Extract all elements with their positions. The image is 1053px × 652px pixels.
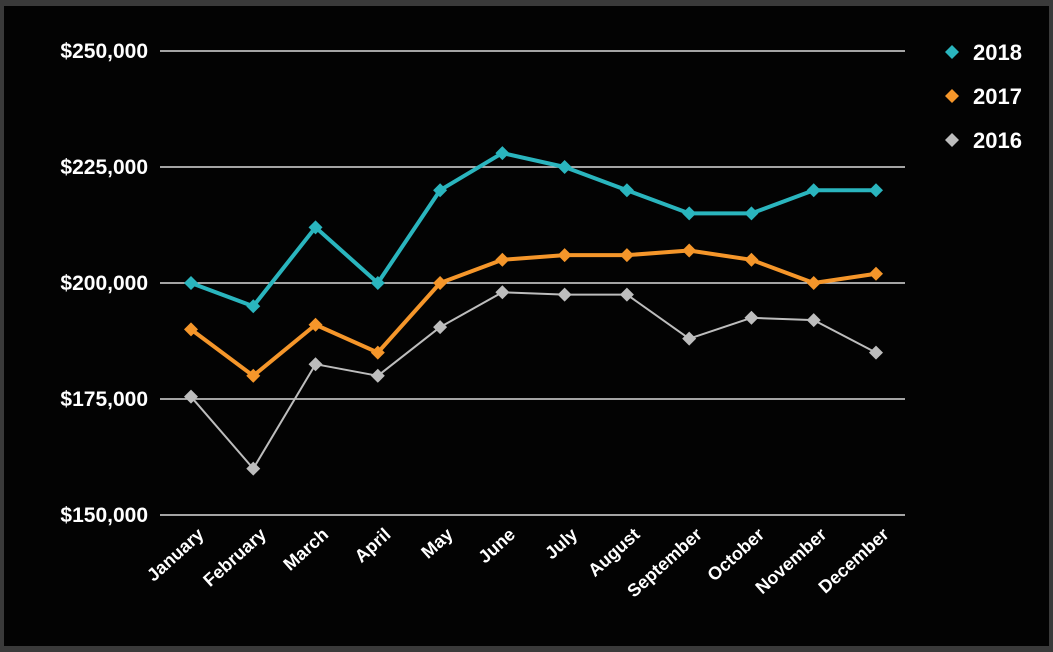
legend-label: 2018 <box>973 40 1022 65</box>
data-point-marker <box>682 331 697 346</box>
legend-marker <box>945 45 959 59</box>
data-point-marker <box>806 313 821 328</box>
data-point-marker <box>557 160 572 174</box>
y-tick-label: $200,000 <box>60 272 148 295</box>
series-2018 <box>184 146 883 314</box>
data-point-marker <box>184 322 198 337</box>
x-tick-label: April <box>351 524 395 566</box>
legend-label: 2016 <box>973 128 1022 153</box>
data-point-marker <box>744 206 759 221</box>
data-point-marker <box>433 183 448 198</box>
data-point-marker <box>619 183 634 198</box>
x-tick-label: February <box>199 524 270 590</box>
data-point-marker <box>370 276 385 290</box>
data-point-marker <box>557 248 572 263</box>
series-line <box>189 248 877 378</box>
data-point-marker <box>619 287 634 302</box>
data-point-marker <box>246 368 261 383</box>
data-point-marker <box>370 345 385 360</box>
data-point-marker <box>744 310 759 325</box>
data-point-marker <box>682 206 697 221</box>
data-point-marker <box>495 146 510 161</box>
legend-marker <box>945 89 959 103</box>
y-tick-label: $250,000 <box>60 40 148 63</box>
x-tick-label: June <box>474 524 519 567</box>
data-point-marker <box>184 276 198 290</box>
data-point-marker <box>869 183 883 198</box>
data-point-marker <box>246 299 261 314</box>
legend: 2018 2017 2016 <box>945 40 1022 153</box>
x-tick-label: August <box>584 524 643 580</box>
data-point-marker <box>557 287 572 302</box>
y-axis-tick-labels: $250,000 $225,000 $200,000 $175,000 $150,000 <box>60 40 148 527</box>
data-point-marker <box>246 461 261 476</box>
data-point-marker <box>308 220 323 235</box>
series-2016 <box>184 285 883 476</box>
data-point-marker <box>495 252 510 267</box>
data-point-marker <box>619 248 634 263</box>
chart-panel <box>4 6 1049 646</box>
data-point-marker <box>495 285 510 300</box>
data-point-marker <box>806 183 821 198</box>
data-point-marker <box>308 317 323 332</box>
data-point-marker <box>184 389 198 404</box>
series-lines <box>184 146 883 476</box>
y-tick-label: $150,000 <box>60 504 148 527</box>
gridlines <box>160 50 905 516</box>
data-point-marker <box>370 368 385 383</box>
x-tick-label: March <box>279 524 332 574</box>
data-point-marker <box>682 243 697 258</box>
data-point-marker <box>869 345 883 360</box>
x-tick-label: May <box>417 524 456 562</box>
y-tick-label: $225,000 <box>60 156 148 179</box>
x-tick-label: January <box>143 524 208 585</box>
data-point-marker <box>806 276 821 290</box>
data-point-marker <box>308 357 323 372</box>
data-point-marker <box>433 320 448 335</box>
series-2017 <box>184 243 883 383</box>
data-point-marker <box>433 276 448 290</box>
x-tick-label: July <box>541 524 581 563</box>
data-point-marker <box>869 266 883 281</box>
legend-label: 2017 <box>973 84 1022 109</box>
data-point-marker <box>744 252 759 267</box>
series-line <box>190 291 877 470</box>
series-line <box>190 151 876 309</box>
legend-marker <box>945 133 959 147</box>
y-tick-label: $175,000 <box>60 388 148 411</box>
